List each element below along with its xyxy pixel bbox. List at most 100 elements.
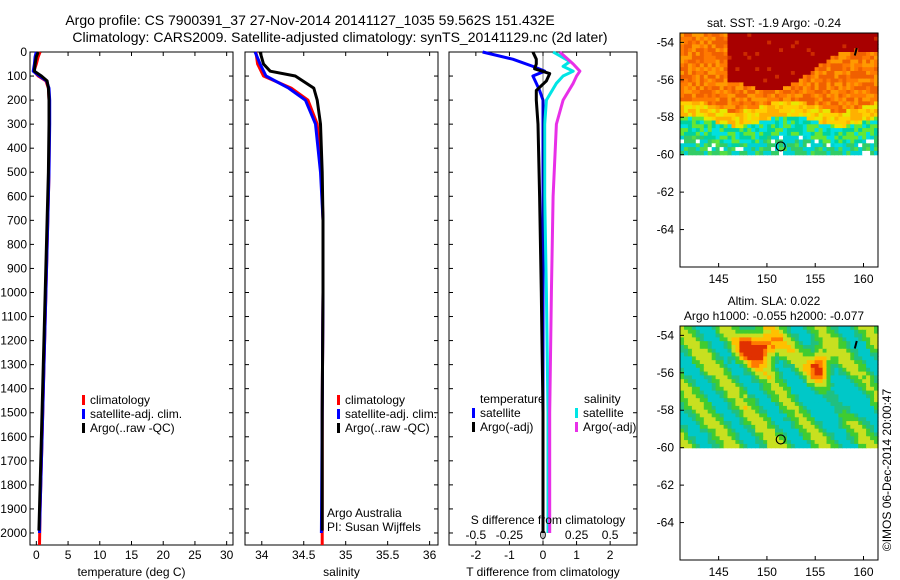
heat-cell <box>794 97 800 102</box>
heat-cell <box>727 443 733 449</box>
heat-cell <box>842 147 847 152</box>
heat-cell <box>810 367 816 373</box>
heat-cell <box>854 86 859 91</box>
heat-cell <box>707 329 713 335</box>
heat-cell <box>684 440 689 445</box>
heat-cell <box>830 371 836 376</box>
heat-cell <box>751 375 756 380</box>
heat-cell <box>759 352 764 357</box>
heat-cell <box>786 375 792 380</box>
heat-cell <box>711 48 717 53</box>
heat-cell <box>763 74 768 80</box>
heat-cell <box>707 341 713 346</box>
heat-cell <box>846 93 851 99</box>
heat-cell <box>818 143 824 148</box>
heat-cell <box>703 341 709 346</box>
heat-cell <box>727 440 733 445</box>
heat-cell <box>743 33 748 38</box>
heat-cell <box>719 78 725 83</box>
heat-cell <box>747 139 752 144</box>
heat-cell <box>755 428 760 434</box>
heat-cell <box>783 135 788 141</box>
heat-cell <box>771 390 776 395</box>
heat-cell <box>723 52 729 57</box>
heat-cell <box>858 428 863 434</box>
heat-cell <box>743 413 748 418</box>
heat-cell <box>862 90 867 95</box>
heat-cell <box>862 398 867 403</box>
heat-cell <box>723 120 729 125</box>
heat-cell <box>719 440 725 445</box>
heat-cell <box>751 147 756 152</box>
heat-cell <box>695 440 701 445</box>
heat-cell <box>783 150 788 156</box>
heat-cell <box>703 402 709 407</box>
heat-cell <box>747 402 752 407</box>
heat-cell <box>747 390 752 395</box>
heat-cell <box>727 432 733 437</box>
heat-cell <box>687 90 693 95</box>
heat-cell <box>723 405 729 411</box>
heat-cell <box>810 90 816 95</box>
heat-cell <box>810 413 816 418</box>
heat-cell <box>739 424 744 430</box>
heat-cell <box>723 413 729 418</box>
heat-cell <box>783 48 788 53</box>
heat-cell <box>719 390 725 395</box>
heat-cell <box>810 409 816 415</box>
heat-cell <box>814 383 820 388</box>
heat-cell <box>711 135 717 141</box>
heat-cell <box>822 135 828 141</box>
heat-cell <box>735 109 740 114</box>
heat-cell <box>723 356 729 361</box>
legend-swatch <box>575 408 578 418</box>
heat-cell <box>850 135 855 141</box>
heatmap-cells <box>680 33 879 156</box>
heat-cell <box>786 379 792 384</box>
heat-cell <box>711 383 717 388</box>
heat-cell <box>687 120 693 125</box>
heat-cell <box>680 405 685 411</box>
heat-cell <box>783 371 788 376</box>
heat-cell <box>850 109 855 114</box>
heat-cell <box>771 341 776 346</box>
heat-cell <box>715 341 721 346</box>
heat-cell <box>743 59 748 64</box>
heat-cell <box>771 409 776 415</box>
heat-cell <box>699 131 705 137</box>
heat-cell <box>814 428 820 434</box>
heat-cell <box>680 409 685 415</box>
heat-cell <box>723 424 729 430</box>
heat-cell <box>866 402 871 407</box>
y-tick-label: -62 <box>657 478 675 492</box>
heat-cell <box>771 71 776 76</box>
heat-cell <box>680 90 685 95</box>
x-tick-label: 15 <box>125 548 139 562</box>
heat-cell <box>858 417 863 422</box>
heat-cell <box>711 86 717 91</box>
heat-cell <box>771 337 776 342</box>
heat-cell <box>747 337 752 342</box>
heat-cell <box>747 436 752 441</box>
heat-cell <box>687 367 693 373</box>
legend-label: satellite <box>583 406 624 420</box>
heat-cell <box>810 59 816 64</box>
heat-cell <box>786 345 792 350</box>
heat-cell <box>854 443 859 449</box>
heat-cell <box>719 386 725 392</box>
heat-cell <box>687 394 693 399</box>
heat-cell <box>870 67 875 72</box>
heat-cell <box>684 90 689 95</box>
heat-cell <box>743 375 748 380</box>
heat-cell <box>747 360 752 365</box>
heat-cell <box>790 375 796 380</box>
heat-cell <box>806 394 812 399</box>
heat-cell <box>834 398 839 403</box>
heat-cell <box>759 52 764 57</box>
heat-cell <box>866 109 871 114</box>
heat-cell <box>715 364 721 369</box>
heat-cell <box>771 101 776 106</box>
heat-cell <box>699 390 705 395</box>
heat-cell <box>814 364 820 369</box>
heat-cell <box>838 120 843 125</box>
